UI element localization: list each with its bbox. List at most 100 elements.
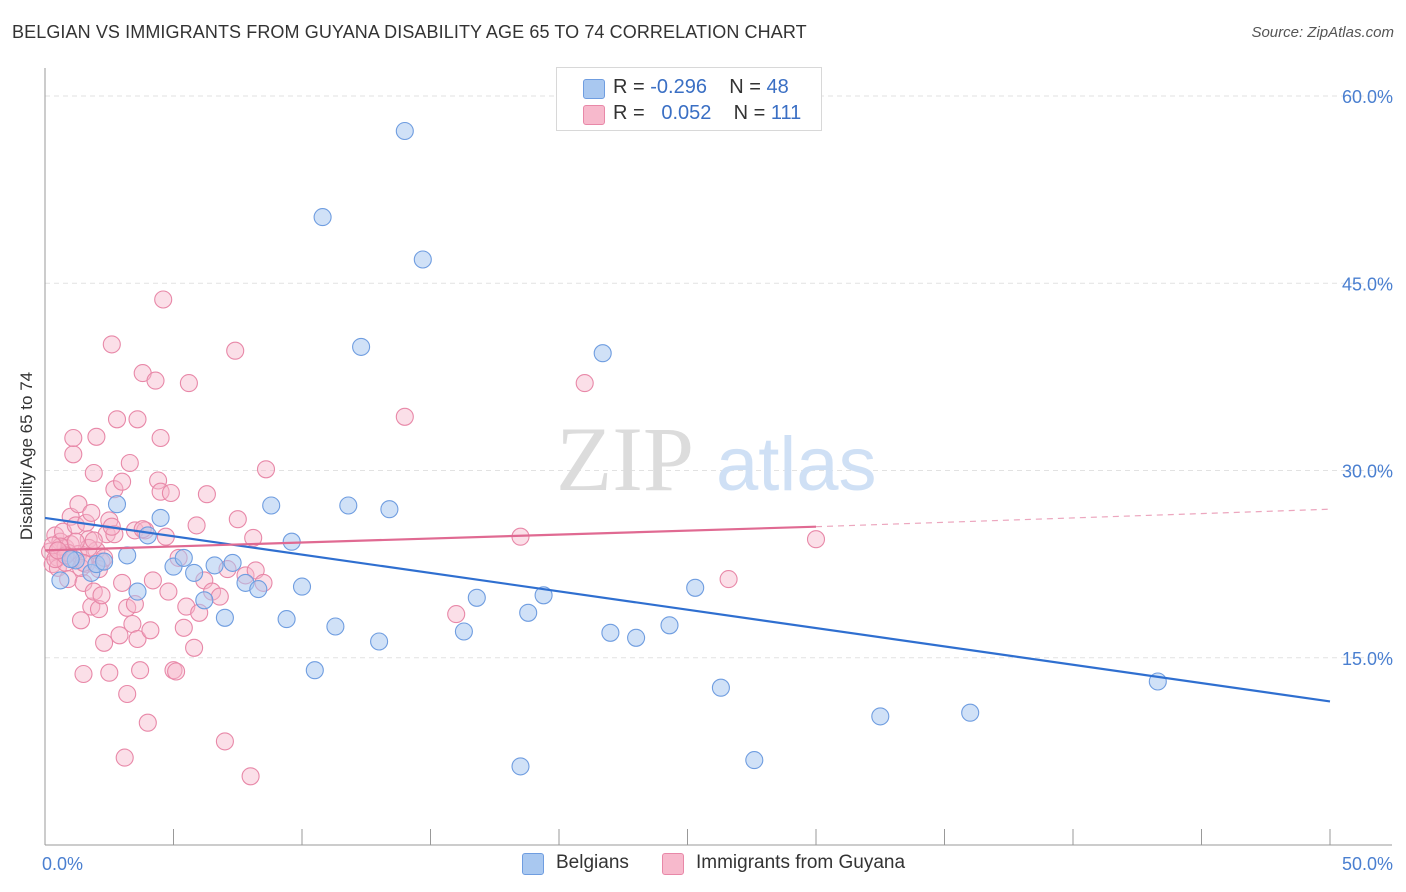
point-guyana (395, 407, 414, 426)
point-guyana (82, 503, 101, 522)
point-belgians (292, 577, 312, 596)
y-tick-label: 60.0% (1342, 87, 1393, 107)
point-guyana (806, 530, 826, 549)
point-belgians (118, 546, 137, 565)
point-guyana (84, 463, 103, 483)
point-guyana (107, 410, 127, 429)
point-belgians (601, 623, 620, 642)
point-guyana (120, 453, 139, 473)
trend-line-guyana (44, 525, 817, 552)
point-guyana (146, 371, 165, 390)
point-belgians (185, 563, 204, 582)
point-guyana (131, 661, 150, 680)
point-guyana (64, 428, 83, 448)
point-guyana (197, 485, 216, 504)
legend-r-label: R = (613, 76, 645, 98)
point-guyana (110, 626, 129, 645)
legend-r-label: R = (613, 102, 645, 124)
point-guyana (128, 629, 147, 649)
legend-n-label: N = (729, 76, 761, 98)
point-guyana (447, 605, 466, 624)
point-guyana (113, 472, 132, 491)
point-belgians (467, 588, 486, 607)
point-guyana (123, 614, 142, 634)
point-belgians (627, 628, 646, 647)
legend-label-guyana: Immigrants from Guyana (696, 852, 906, 873)
x-tick-label: 50.0% (1342, 854, 1393, 874)
point-belgians (711, 678, 730, 697)
point-guyana (92, 586, 111, 605)
trend-line-guyana-extension (815, 508, 1331, 528)
legend-swatch-belgians (522, 853, 544, 875)
point-belgians (249, 580, 268, 599)
point-belgians (95, 552, 114, 571)
point-belgians (593, 344, 612, 363)
point-belgians (871, 707, 890, 726)
point-guyana (84, 531, 103, 550)
legend-r-value: 0.052 (661, 102, 712, 124)
point-guyana (575, 374, 594, 393)
point-guyana (115, 748, 134, 767)
legend-n-value: 111 (770, 102, 802, 124)
point-guyana (128, 410, 147, 429)
tick-labels: 15.0% 30.0% 45.0% 60.0% 0.0% 50.0% (42, 87, 1393, 874)
point-guyana (149, 471, 168, 490)
point-belgians (395, 121, 414, 141)
point-belgians (61, 550, 80, 569)
point-belgians (305, 661, 324, 680)
point-belgians (339, 496, 358, 515)
point-belgians (370, 632, 389, 651)
point-belgians (138, 526, 157, 545)
point-guyana (256, 460, 276, 479)
legend-swatch-guyana (583, 105, 605, 125)
y-axis-label: Disability Age 65 to 74 (17, 372, 36, 540)
legend-swatch-belgians (583, 79, 605, 99)
point-guyana (244, 528, 263, 547)
watermark-zip: ZIP (556, 408, 694, 510)
legend-stats-belgians: R = -0.296 N = 48 (613, 76, 789, 99)
point-belgians (107, 495, 127, 514)
point-belgians (313, 208, 332, 227)
point-guyana (154, 290, 173, 309)
point-belgians (205, 556, 224, 575)
point-belgians (454, 622, 473, 641)
trend-lines (44, 508, 1331, 703)
point-guyana (138, 713, 157, 732)
point-guyana (105, 525, 124, 544)
point-guyana (113, 573, 132, 592)
point-belgians (511, 757, 530, 776)
legend-stats-guyana: R = 0.052 N = 111 (613, 102, 801, 125)
point-guyana (100, 663, 119, 682)
legend-label-belgians: Belgians (556, 852, 629, 873)
point-guyana (719, 570, 738, 589)
point-belgians (519, 603, 538, 622)
correlation-legend: R = -0.296 N = 48 R = 0.052 N = 111 (556, 67, 822, 131)
point-guyana (102, 335, 121, 354)
trend-line-belgians (44, 516, 1331, 703)
point-guyana (95, 633, 114, 652)
point-belgians (174, 548, 193, 567)
point-guyana (69, 495, 88, 514)
point-belgians (128, 582, 147, 601)
point-belgians (961, 703, 980, 722)
point-guyana (64, 445, 83, 464)
point-guyana (179, 374, 198, 393)
y-tick-label: 30.0% (1342, 462, 1393, 482)
x-tick-label: 0.0% (42, 854, 83, 874)
point-guyana (210, 587, 229, 606)
point-belgians (745, 751, 764, 770)
point-belgians (413, 250, 432, 269)
point-belgians (51, 571, 70, 590)
point-belgians (660, 616, 679, 635)
point-guyana (118, 684, 137, 704)
y-tick-label: 45.0% (1342, 274, 1393, 294)
point-belgians (352, 337, 371, 356)
point-guyana (174, 618, 193, 637)
chart-title: BELGIAN VS IMMIGRANTS FROM GUYANA DISABI… (12, 22, 807, 42)
point-belgians (534, 586, 553, 605)
point-belgians (686, 578, 705, 597)
point-guyana (141, 621, 160, 640)
point-guyana (187, 516, 206, 535)
point-belgians (262, 496, 281, 515)
point-belgians (223, 553, 242, 572)
